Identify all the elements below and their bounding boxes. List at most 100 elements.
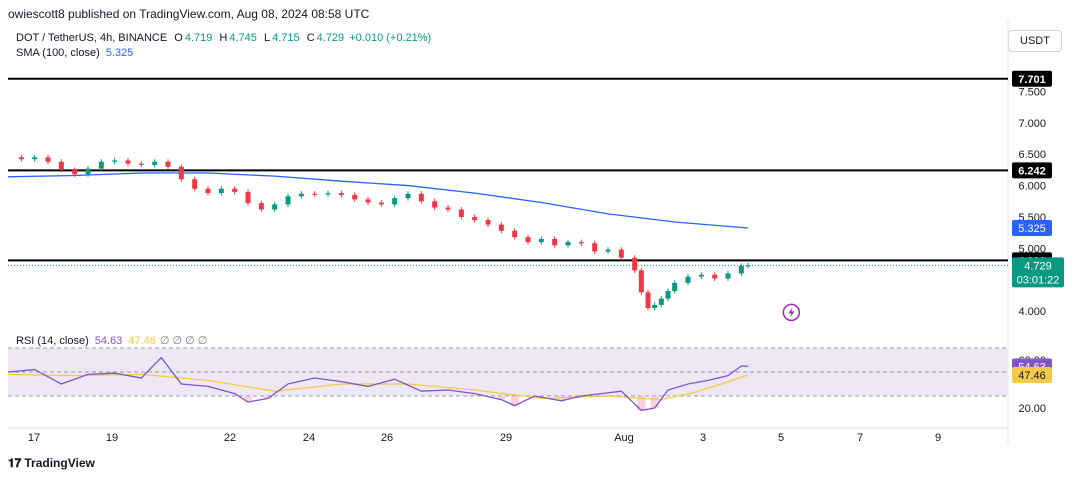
price-tick-label: 6.000 <box>1018 181 1046 193</box>
candle-body <box>498 224 504 231</box>
candle-body <box>672 282 678 292</box>
candle-body <box>165 161 171 167</box>
candle-body <box>712 274 718 279</box>
candle-body <box>578 242 584 244</box>
time-tick-label: Aug <box>614 432 634 444</box>
time-tick-label: 22 <box>224 432 236 444</box>
candle-body <box>725 273 731 279</box>
rsi-ma-badge-label: 47.46 <box>1018 370 1046 382</box>
candle-body <box>85 168 91 175</box>
candle-body <box>205 188 211 194</box>
candle-body <box>45 157 51 162</box>
candle-body <box>298 193 304 197</box>
flash-icon-bolt <box>788 307 795 318</box>
time-tick-label: 24 <box>303 432 315 444</box>
candle-body <box>665 291 671 299</box>
candle-body <box>638 270 644 293</box>
candle-body <box>192 179 198 189</box>
rsi-value: 54.63 <box>94 335 123 347</box>
high-value: 4.745 <box>229 32 257 44</box>
candle-body <box>618 249 624 258</box>
symbol-name[interactable]: DOT / TetherUS, 4h, BINANCE <box>16 32 168 44</box>
candle-body <box>245 191 251 204</box>
candle-body <box>325 193 331 195</box>
candle-body <box>605 249 611 252</box>
sma-badge-label: 5.325 <box>1018 223 1046 235</box>
rsi-oversold-fill <box>497 396 506 400</box>
candle-body <box>58 161 64 170</box>
level-badge <box>1012 70 1052 87</box>
sma-value: 5.325 <box>105 47 134 59</box>
level-badge <box>1012 162 1052 179</box>
candle-body <box>352 195 358 200</box>
change-value: +0.010 (+0.21%) <box>349 32 432 44</box>
rsi-ma-line <box>7 373 749 401</box>
candle-body <box>272 204 278 210</box>
rsi-oversold-fill <box>637 396 646 411</box>
close-label: C <box>306 32 315 44</box>
candle-body <box>418 193 424 202</box>
candle-body <box>365 199 371 203</box>
candle-body <box>658 298 664 305</box>
candle-body <box>178 166 184 180</box>
rsi-line <box>7 356 749 412</box>
candle-body <box>592 243 598 252</box>
candle-body <box>698 274 704 277</box>
rsi-oversold-fill <box>557 396 566 401</box>
time-tick-label: 26 <box>381 432 393 444</box>
currency-button[interactable]: USDT <box>1008 30 1062 52</box>
time-tick-label: 29 <box>500 432 512 444</box>
open-value: 4.719 <box>184 32 213 44</box>
sma-line <box>7 172 749 229</box>
rsi-oversold-fill <box>264 396 272 399</box>
candle-body <box>485 220 491 225</box>
low-value: 4.715 <box>272 32 300 44</box>
last-price-badge <box>1012 257 1064 288</box>
symbol-legend: DOT / TetherUS, 4h, BINANCE O 4.719 H 4.74… <box>16 32 431 44</box>
time-tick-label: 17 <box>28 432 40 444</box>
level-badge-label: 6.242 <box>1018 165 1046 177</box>
price-tick-label: 7.000 <box>1018 118 1046 130</box>
candle-body <box>472 216 478 221</box>
tradingview-logo-icon: 𝟏𝟕 <box>8 456 22 470</box>
sma-badge <box>1012 219 1052 236</box>
close-value: 4.729 <box>316 32 345 44</box>
candle-body <box>652 304 658 309</box>
candle-body <box>405 193 411 199</box>
rsi-tick-label: 20.00 <box>1018 403 1046 415</box>
candle-body <box>512 230 518 238</box>
time-tick-label: 9 <box>935 432 941 444</box>
candle-body <box>232 188 238 192</box>
candle-body <box>685 276 691 283</box>
candle-body <box>738 265 744 274</box>
candle-body <box>378 202 384 205</box>
rsi-oversold-fill <box>510 396 519 406</box>
rsi-oversold-fill <box>244 396 252 402</box>
sma-legend: SMA (100, close) 5.325 <box>16 47 133 59</box>
candle-body <box>258 203 264 210</box>
last-price-label: 4.729 <box>1024 260 1052 272</box>
candle-body <box>18 157 24 160</box>
candle-body <box>98 161 104 169</box>
price-tick-label: 4.000 <box>1018 306 1046 318</box>
rsi-oversold-fill <box>650 396 659 408</box>
countdown-label: 03:01:22 <box>1017 274 1060 286</box>
candle-body <box>525 237 531 243</box>
candle-body <box>285 196 291 205</box>
candle-body <box>218 188 224 194</box>
publisher-line: owiescott8 published on TradingView.com,… <box>8 7 370 21</box>
candle-body <box>552 238 558 246</box>
price-tick-label: 7.500 <box>1018 86 1046 98</box>
candle-body <box>565 242 571 246</box>
candle-body <box>152 161 158 165</box>
rsi-ma-value: 47.46 <box>128 335 156 347</box>
sma-label[interactable]: SMA (100, close) <box>16 47 100 59</box>
time-tick-label: 19 <box>106 432 118 444</box>
rsi-label[interactable]: RSI (14, close) <box>16 335 89 347</box>
candle-body <box>632 257 638 271</box>
brand-name: TradingView <box>24 456 95 470</box>
candle-body <box>138 163 144 165</box>
level-badge-label: 7.701 <box>1018 74 1046 86</box>
low-label: L <box>263 32 271 44</box>
